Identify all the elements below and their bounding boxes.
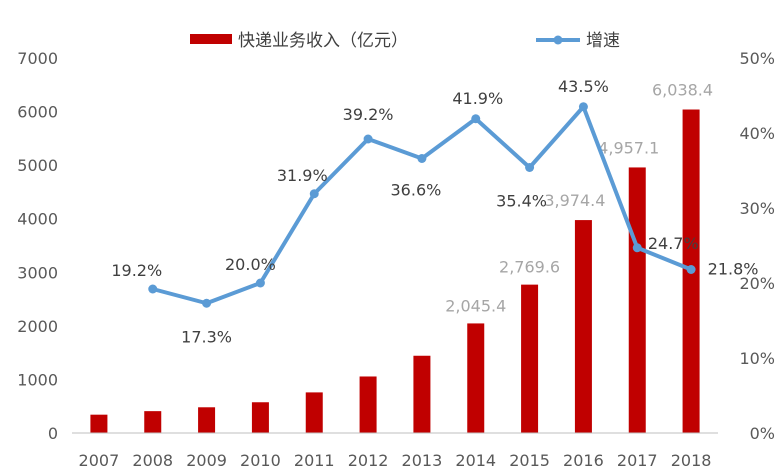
bar-data-labels: 2,045.4 2,769.6 3,974.4 4,957.1 6,038.4 — [445, 81, 713, 316]
bar-data-label: 4,957.1 — [598, 138, 659, 157]
legend-line-label: 增速 — [586, 31, 620, 51]
right-tick-label: 20% — [739, 274, 775, 293]
bar-data-label: 3,974.4 — [544, 191, 605, 210]
line-data-label: 41.9% — [452, 89, 503, 108]
bar — [521, 284, 539, 433]
growth-point — [686, 265, 696, 274]
growth-point — [632, 243, 642, 253]
bar — [628, 167, 646, 433]
legend: 快递业务收入（亿元） 增速 — [190, 31, 620, 51]
x-tick-label: 2016 — [563, 451, 604, 470]
x-tick-label: 2010 — [240, 451, 281, 470]
left-tick-label: 6000 — [17, 103, 58, 122]
x-axis-ticks: 2007 2008 2009 2010 2011 2012 2013 2014 2015 2016… — [79, 451, 712, 470]
line-series — [148, 102, 696, 308]
x-tick-label: 2012 — [348, 451, 389, 470]
bar — [144, 411, 162, 433]
bar — [198, 407, 216, 433]
growth-point — [363, 134, 373, 144]
right-tick-label: 30% — [739, 199, 775, 218]
left-tick-label: 5000 — [17, 156, 58, 175]
line-data-label: 24.7% — [648, 234, 699, 253]
line-data-labels: 19.2% 17.3% 20.0% 31.9% 39.2% 36.6% 41.9% 35.4%… — [111, 77, 758, 347]
bar-data-label: 2,769.6 — [499, 258, 560, 277]
line-data-label: 20.0% — [225, 255, 276, 274]
x-tick-label: 2011 — [294, 451, 335, 470]
bar — [413, 355, 431, 433]
bar — [90, 414, 108, 433]
bar-series — [90, 109, 700, 433]
legend-bar-swatch — [190, 34, 232, 44]
x-tick-label: 2017 — [617, 451, 658, 470]
line-data-label: 35.4% — [496, 192, 547, 211]
growth-point — [578, 102, 588, 112]
bar-data-label: 6,038.4 — [652, 81, 713, 100]
legend-bar-label: 快递业务收入（亿元） — [238, 31, 408, 51]
left-tick-label: 2000 — [17, 317, 58, 336]
left-axis-ticks: 0 1000 2000 3000 4000 5000 6000 7000 — [17, 49, 58, 443]
x-tick-label: 2007 — [79, 451, 120, 470]
growth-point — [202, 298, 212, 308]
left-tick-label: 0 — [48, 424, 58, 443]
right-tick-label: 0% — [750, 424, 775, 443]
growth-point — [255, 278, 265, 288]
bar — [574, 220, 592, 433]
x-tick-label: 2014 — [455, 451, 496, 470]
line-data-label: 19.2% — [111, 261, 162, 280]
bar — [359, 376, 377, 433]
bar-data-label: 2,045.4 — [445, 296, 506, 315]
left-tick-label: 3000 — [17, 263, 58, 282]
growth-point — [417, 154, 427, 163]
line-data-label: 43.5% — [558, 77, 609, 96]
bar — [467, 323, 485, 433]
x-tick-label: 2018 — [671, 451, 712, 470]
right-tick-label: 40% — [739, 124, 775, 143]
line-data-label: 36.6% — [391, 181, 442, 200]
x-tick-label: 2013 — [402, 451, 443, 470]
x-tick-label: 2015 — [509, 451, 550, 470]
right-tick-label: 50% — [739, 49, 775, 68]
x-tick-label: 2008 — [132, 451, 173, 470]
growth-point — [471, 114, 481, 124]
left-tick-label: 1000 — [17, 370, 58, 389]
growth-point — [309, 189, 319, 199]
line-data-label: 31.9% — [277, 166, 328, 185]
x-tick-label: 2009 — [186, 451, 227, 470]
bar — [251, 402, 269, 433]
right-axis-ticks: 0% 10% 20% 30% 40% 50% — [739, 49, 775, 443]
line-data-label: 21.8% — [708, 260, 759, 279]
line-data-label: 39.2% — [343, 105, 394, 124]
left-tick-label: 7000 — [17, 49, 58, 68]
left-tick-label: 4000 — [17, 210, 58, 229]
bar — [305, 392, 323, 433]
growth-point — [525, 163, 535, 172]
legend-line-marker — [553, 35, 563, 45]
line-data-label: 17.3% — [181, 327, 232, 346]
growth-point — [148, 284, 158, 294]
right-tick-label: 10% — [739, 349, 775, 368]
